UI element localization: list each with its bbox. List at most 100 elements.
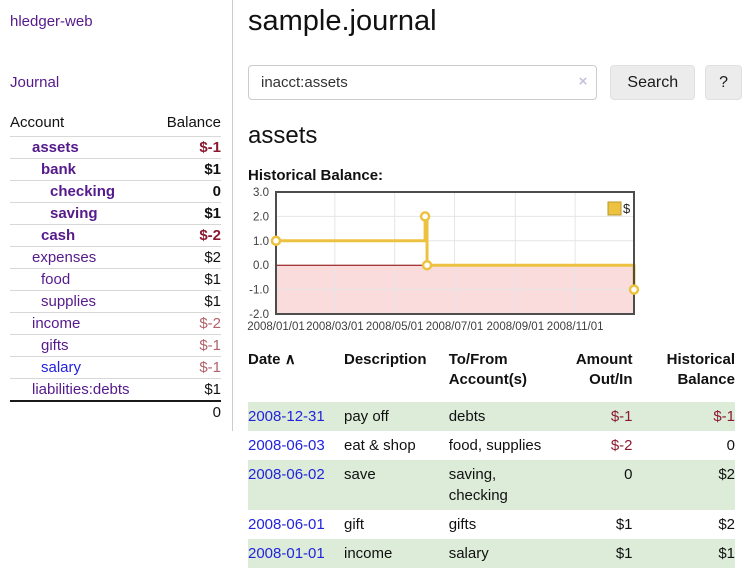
main-content: sample.journal × Search ? assets Histori… [247, 0, 742, 568]
svg-text:2008/01/01: 2008/01/01 [247, 321, 305, 333]
account-row: cash $-2 [10, 224, 221, 247]
account-balance: $-1 [155, 334, 221, 357]
account-link-salary[interactable]: salary [41, 359, 82, 376]
register-header-balance: Historical Balance [666, 351, 735, 388]
app-title-link[interactable]: hledger-web [10, 13, 93, 30]
account-link-supplies[interactable]: supplies [41, 293, 97, 310]
transaction-amount: $-1 [575, 402, 641, 431]
account-heading: assets [248, 122, 318, 149]
svg-text:2.0: 2.0 [253, 211, 269, 223]
account-balance: $1 [155, 268, 221, 291]
sort-asc-icon: ∧ [284, 351, 296, 368]
transaction-description: eat & shop [343, 437, 416, 454]
account-row: income $-2 [10, 312, 221, 335]
account-row: gifts $-1 [10, 334, 221, 357]
account-row: checking 0 [10, 180, 221, 203]
accounts-total-value: 0 [155, 400, 221, 423]
transaction-balance: $2 [718, 516, 735, 533]
account-link-gifts[interactable]: gifts [41, 337, 69, 354]
transaction-date-link[interactable]: 2008-12-31 [248, 408, 325, 425]
transaction-row: 2008-12-31 pay off debts $-1 $-1 [248, 402, 735, 431]
transaction-row: 2008-06-03 eat & shop food, supplies $-2 0 [248, 431, 735, 460]
register-table: Date ∧ Description To/From Account(s) Am… [248, 350, 735, 568]
transaction-amount: 0 [575, 460, 641, 510]
transaction-row: 2008-01-01 income salary $1 $1 [248, 539, 735, 568]
account-balance: 0 [155, 180, 221, 203]
historical-balance-chart: 3.0 2.0 1.0 0.0 -1.0 -2.0 2008/01/01 2008/03/01… [247, 187, 742, 338]
account-balance: $1 [155, 290, 221, 313]
account-link-bank[interactable]: bank [41, 161, 77, 178]
account-balance: $2 [155, 246, 221, 269]
svg-text:2008/03/01: 2008/03/01 [306, 321, 364, 333]
account-balance: $1 [155, 202, 221, 225]
svg-text:-1.0: -1.0 [249, 285, 269, 297]
svg-text:3.0: 3.0 [253, 187, 269, 199]
transaction-description: gift [343, 516, 364, 533]
account-balance: $-1 [155, 136, 221, 159]
svg-text:0.0: 0.0 [253, 260, 269, 272]
account-link-expenses[interactable]: expenses [32, 249, 97, 266]
transaction-row: 2008-06-02 save saving, checking 0 $2 [248, 460, 735, 510]
transaction-accounts: food, supplies [448, 437, 542, 454]
account-row: supplies $1 [10, 290, 221, 313]
transaction-date-link[interactable]: 2008-06-01 [248, 516, 325, 533]
account-row: expenses $2 [10, 246, 221, 269]
account-link-income[interactable]: income [32, 315, 81, 332]
transaction-amount: $1 [615, 516, 633, 533]
accounts-header-account: Account [10, 114, 65, 131]
register-header-date[interactable]: Date ∧ [248, 351, 296, 368]
search-button[interactable]: Search [610, 65, 696, 100]
register-header-description: Description [343, 351, 427, 368]
account-row: food $1 [10, 268, 221, 291]
account-row: saving $1 [10, 202, 221, 225]
accounts-total-row: 0 [10, 400, 221, 423]
help-button[interactable]: ? [705, 65, 742, 100]
transaction-row: 2008-06-01 gift gifts $1 $2 [248, 510, 735, 539]
account-row: bank $1 [10, 158, 221, 181]
account-balance: $1 [155, 378, 221, 401]
transaction-amount: $1 [575, 539, 641, 568]
account-row: assets $-1 [10, 136, 221, 159]
account-link-liabilities-debts[interactable]: liabilities:debts [32, 381, 130, 398]
transaction-accounts: salary [448, 539, 576, 568]
svg-text:2008/07/01: 2008/07/01 [426, 321, 484, 333]
sidebar: hledger-web Journal Account Balance asse… [0, 0, 233, 431]
transaction-date-link[interactable]: 2008-06-03 [248, 437, 325, 454]
transaction-balance: $1 [640, 539, 735, 568]
svg-text:2008/05/01: 2008/05/01 [366, 321, 424, 333]
svg-text:2008/11/01: 2008/11/01 [547, 321, 604, 333]
account-link-food[interactable]: food [41, 271, 71, 288]
svg-text:2008/09/01: 2008/09/01 [487, 321, 545, 333]
svg-text:1.0: 1.0 [253, 236, 269, 248]
account-row: liabilities:debts $1 [10, 378, 221, 401]
transaction-accounts: gifts [448, 516, 477, 533]
svg-text:$: $ [623, 201, 631, 216]
account-link-saving[interactable]: saving [50, 205, 98, 222]
page-title: sample.journal [248, 5, 437, 37]
transaction-date-link[interactable]: 2008-06-02 [248, 466, 325, 483]
svg-text:-2.0: -2.0 [249, 309, 269, 321]
clear-search-icon[interactable]: × [578, 73, 588, 90]
sidebar-item-journal[interactable]: Journal [10, 74, 60, 91]
transaction-description: income [343, 539, 449, 568]
account-balance: $1 [155, 158, 221, 181]
account-balance: $-2 [155, 224, 221, 247]
account-link-checking[interactable]: checking [50, 183, 116, 200]
transaction-description: pay off [343, 402, 449, 431]
search-input[interactable] [248, 65, 598, 100]
search-form: × Search ? [248, 65, 742, 100]
transaction-balance: $-1 [640, 402, 735, 431]
transaction-date-link[interactable]: 2008-01-01 [248, 545, 325, 562]
transaction-description: save [343, 460, 449, 510]
chart-label: Historical Balance: [248, 167, 384, 184]
transaction-accounts: saving, checking [448, 460, 576, 510]
transaction-balance: 0 [726, 437, 735, 454]
account-link-cash[interactable]: cash [41, 227, 76, 244]
search-input-wrap: × [248, 65, 598, 100]
account-link-assets[interactable]: assets [32, 139, 79, 156]
transaction-accounts: debts [448, 402, 576, 431]
account-row: salary $-1 [10, 356, 221, 379]
accounts-table: Account Balance assets $-1 bank $1 checking 0… [10, 112, 221, 423]
transaction-amount: $-2 [610, 437, 633, 454]
